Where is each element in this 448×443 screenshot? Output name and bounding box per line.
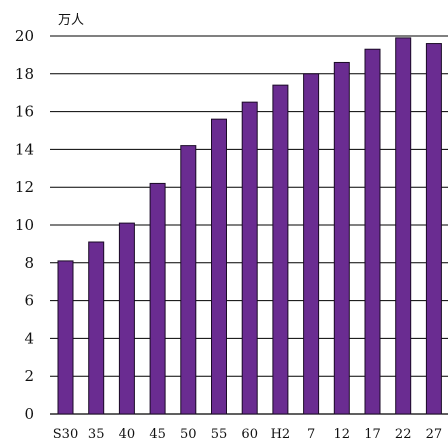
- bar-12: [333, 61, 350, 415]
- y-axis-ticks: 0 2 4 6 8 10 12 14 16 18 20: [15, 27, 34, 423]
- bar-60: [241, 101, 258, 415]
- y-tick-label: 12: [15, 178, 34, 196]
- x-tick-label: 35: [88, 427, 105, 442]
- y-tick-label: 6: [24, 292, 34, 310]
- x-tick-label: 55: [211, 427, 228, 442]
- x-tick-label: 17: [364, 427, 381, 442]
- x-tick-label: 60: [241, 427, 258, 442]
- x-tick-label: 27: [426, 427, 443, 442]
- x-tick-label: 40: [119, 427, 136, 442]
- bar-27: [425, 43, 442, 415]
- y-tick-label: 18: [15, 65, 34, 83]
- x-tick-label: 22: [395, 427, 412, 442]
- bar-22: [395, 37, 412, 415]
- bar-17: [364, 48, 381, 415]
- y-tick-label: 4: [24, 329, 34, 347]
- bar-7: [303, 73, 320, 415]
- x-tick-label: S30: [53, 427, 78, 442]
- x-tick-label: 45: [149, 427, 166, 442]
- x-tick-label: 50: [180, 427, 197, 442]
- y-tick-label: 2: [24, 367, 34, 385]
- y-tick-label: 0: [24, 405, 34, 423]
- y-tick-label: 8: [24, 254, 34, 272]
- bar-35: [88, 241, 105, 415]
- y-tick-label: 16: [15, 103, 34, 121]
- bars: [57, 37, 442, 415]
- x-tick-label: 12: [334, 427, 351, 442]
- x-tick-label: H2: [271, 427, 291, 442]
- y-tick-label: 20: [15, 27, 34, 45]
- bar-45: [149, 182, 166, 415]
- y-tick-label: 10: [15, 216, 34, 234]
- bar-55: [211, 118, 227, 415]
- bar-50: [180, 145, 197, 415]
- bar-40: [118, 222, 135, 415]
- x-tick-label: 7: [307, 427, 315, 442]
- y-tick-label: 14: [15, 140, 34, 158]
- y-axis-unit-label: 万人: [58, 13, 84, 28]
- x-axis-ticks: S30 35 40 45 50 55 60 H2 7 12 17 22 27: [53, 427, 442, 442]
- bar-S30: [57, 260, 74, 415]
- bar-H2: [272, 84, 289, 415]
